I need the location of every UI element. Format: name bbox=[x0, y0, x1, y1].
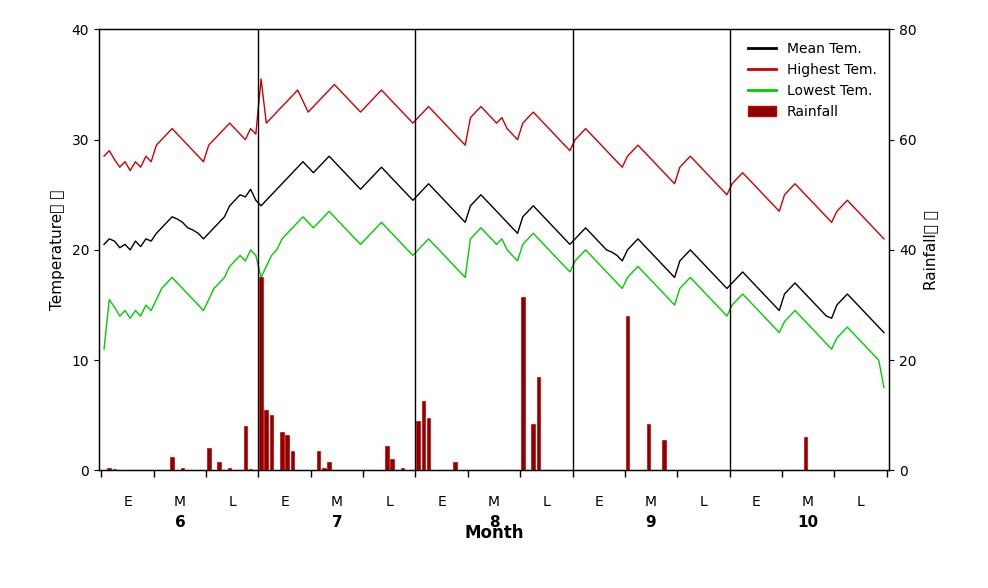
Bar bbox=[290, 451, 294, 470]
Bar bbox=[270, 415, 274, 470]
Bar bbox=[322, 467, 326, 470]
Bar bbox=[217, 462, 221, 470]
Bar bbox=[390, 459, 394, 470]
Legend: Mean Tem., Highest Tem., Lowest Tem., Rainfall: Mean Tem., Highest Tem., Lowest Tem., Ra… bbox=[742, 36, 882, 124]
Text: 10: 10 bbox=[797, 515, 819, 530]
Bar bbox=[317, 451, 320, 470]
Bar bbox=[249, 469, 252, 470]
Text: M: M bbox=[331, 496, 343, 509]
Text: E: E bbox=[281, 496, 289, 509]
Bar bbox=[453, 462, 456, 470]
Bar bbox=[286, 435, 289, 470]
Y-axis label: Temperature（ ）: Temperature（ ） bbox=[49, 190, 64, 310]
Bar bbox=[385, 446, 388, 470]
Bar bbox=[327, 462, 331, 470]
Text: M: M bbox=[802, 496, 814, 509]
Text: 9: 9 bbox=[646, 515, 656, 530]
Bar bbox=[265, 410, 268, 470]
Bar bbox=[108, 467, 111, 470]
Bar bbox=[281, 432, 284, 470]
Text: 6: 6 bbox=[175, 515, 186, 530]
Text: L: L bbox=[700, 496, 707, 509]
Bar bbox=[170, 457, 174, 470]
Text: 7: 7 bbox=[332, 515, 342, 530]
Text: L: L bbox=[228, 496, 236, 509]
Bar bbox=[536, 377, 540, 470]
Bar bbox=[625, 316, 629, 470]
Bar bbox=[803, 437, 807, 470]
Y-axis label: Rainfall（ ）: Rainfall（ ） bbox=[924, 210, 939, 290]
Bar bbox=[427, 418, 431, 470]
Bar bbox=[400, 467, 404, 470]
Text: M: M bbox=[174, 496, 186, 509]
Text: E: E bbox=[751, 496, 760, 509]
Text: M: M bbox=[645, 496, 657, 509]
Bar bbox=[422, 402, 425, 470]
X-axis label: Month: Month bbox=[464, 524, 524, 542]
Text: 8: 8 bbox=[489, 515, 499, 530]
Text: L: L bbox=[385, 496, 393, 509]
Text: E: E bbox=[595, 496, 603, 509]
Bar bbox=[113, 469, 117, 470]
Bar bbox=[181, 467, 185, 470]
Bar bbox=[662, 440, 666, 470]
Text: L: L bbox=[542, 496, 550, 509]
Bar bbox=[521, 297, 525, 470]
Bar bbox=[206, 449, 210, 470]
Bar bbox=[532, 423, 535, 470]
Bar bbox=[646, 423, 650, 470]
Text: E: E bbox=[438, 496, 446, 509]
Text: L: L bbox=[857, 496, 864, 509]
Bar bbox=[416, 421, 420, 470]
Bar bbox=[259, 278, 263, 470]
Bar bbox=[243, 426, 247, 470]
Text: E: E bbox=[124, 496, 132, 509]
Text: M: M bbox=[488, 496, 500, 509]
Bar bbox=[228, 467, 231, 470]
